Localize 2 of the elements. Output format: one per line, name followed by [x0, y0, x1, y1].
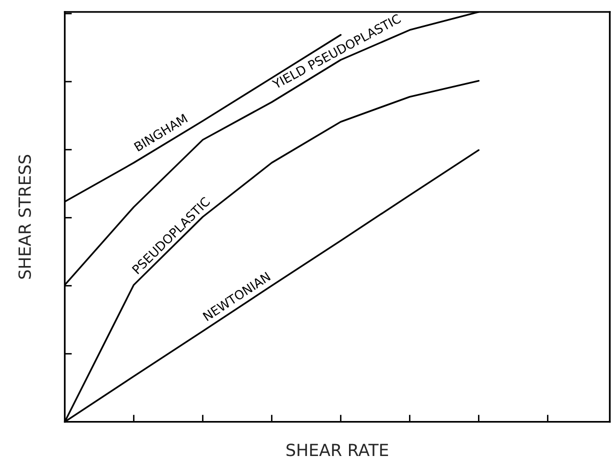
y-axis-title: SHEAR STRESS	[18, 154, 31, 279]
x-axis-title: SHEAR RATE	[286, 444, 388, 456]
